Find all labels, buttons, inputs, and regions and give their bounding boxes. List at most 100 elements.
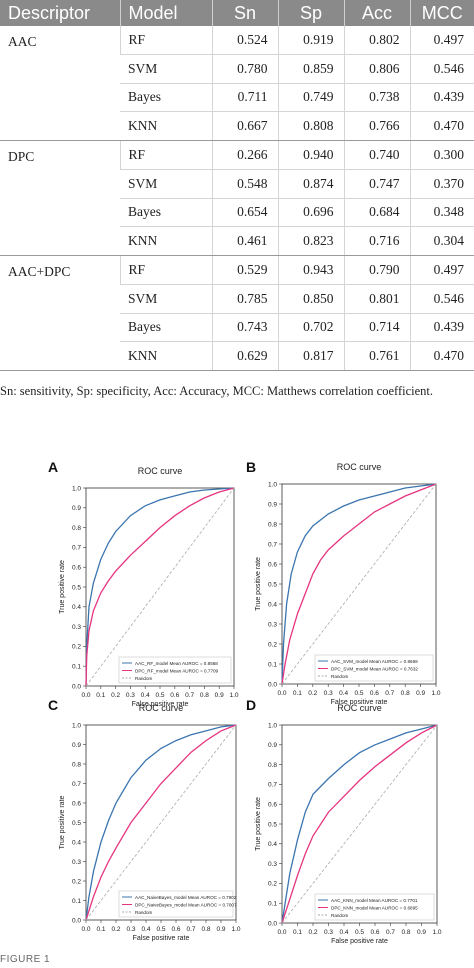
y-tick-label: 0.1 xyxy=(268,661,277,668)
header-model: Model xyxy=(119,0,212,26)
y-tick-label: 0.6 xyxy=(268,802,277,809)
sp-cell: 0.940 xyxy=(277,140,344,170)
x-tick-label: 0.8 xyxy=(201,926,210,933)
y-tick-label: 0.0 xyxy=(72,917,81,924)
mcc-cell: 0.546 xyxy=(409,284,474,314)
chart-title: ROC curve xyxy=(337,703,382,713)
sp-cell: 0.943 xyxy=(277,255,344,285)
model-cell: Bayes xyxy=(120,198,212,228)
mcc-cell: 0.546 xyxy=(409,54,474,84)
roc-curve-line xyxy=(85,487,235,687)
x-tick-label: 1.0 xyxy=(432,929,441,936)
chart-title: ROC curve xyxy=(337,462,382,472)
panel-label: C xyxy=(48,697,58,713)
sp-cell: 0.859 xyxy=(277,54,344,84)
y-tick-label: 0.0 xyxy=(268,920,277,927)
x-tick-label: 0.7 xyxy=(385,690,394,697)
y-tick-label: 0.4 xyxy=(268,601,277,608)
x-tick-label: 0.9 xyxy=(417,929,426,936)
x-tick-label: 0.8 xyxy=(401,929,410,936)
legend-entry: Random xyxy=(135,676,153,681)
model-cell: KNN xyxy=(120,111,212,141)
x-tick-label: 0.2 xyxy=(111,692,120,699)
y-tick-label: 0.5 xyxy=(268,581,277,588)
x-tick-label: 0.6 xyxy=(171,926,180,933)
table-footnote: Sn: sensitivity, Sp: specificity, Acc: A… xyxy=(0,384,434,398)
x-tick-label: 0.3 xyxy=(324,690,333,697)
x-tick-label: 0.2 xyxy=(308,929,317,936)
x-tick-label: 1.0 xyxy=(231,926,240,933)
table-row: KNN 0.667 0.808 0.766 0.470 xyxy=(0,111,474,141)
legend-entry: DPC_SVM_model Mean AUROC = 0.7632 xyxy=(331,666,418,671)
acc-cell: 0.716 xyxy=(343,226,410,256)
acc-cell: 0.761 xyxy=(343,341,410,371)
random-baseline xyxy=(85,724,237,921)
mcc-cell: 0.470 xyxy=(409,111,474,141)
y-tick-label: 0.4 xyxy=(72,604,81,611)
x-tick-label: 0.4 xyxy=(141,692,150,699)
legend-entry: DPC_NaiveBayes_model Mean AUROC = 0.7007 xyxy=(135,902,237,907)
roc-curve-line xyxy=(85,487,235,687)
legend-entry: DPC_RF_model Mean AUROC = 0.7709 xyxy=(135,668,219,673)
model-cell: SVM xyxy=(120,284,212,314)
acc-cell: 0.684 xyxy=(343,198,410,228)
x-tick-label: 0.7 xyxy=(185,692,194,699)
y-tick-label: 1.0 xyxy=(268,722,277,729)
acc-cell: 0.801 xyxy=(343,284,410,314)
roc-curve-line xyxy=(85,724,237,921)
mcc-cell: 0.497 xyxy=(409,26,474,55)
sn-cell: 0.780 xyxy=(211,54,278,84)
x-tick-label: 0.9 xyxy=(216,926,225,933)
x-tick-label: 0.2 xyxy=(111,926,120,933)
x-tick-label: 0.8 xyxy=(401,690,410,697)
panel-label: D xyxy=(246,697,256,713)
mcc-cell: 0.497 xyxy=(409,255,474,285)
roc-curve-line xyxy=(281,483,437,685)
y-tick-label: 0.2 xyxy=(72,878,81,885)
y-axis-label: True positive rate xyxy=(255,557,262,611)
acc-cell: 0.740 xyxy=(343,140,410,170)
legend-entry: DPC_KNN_model Mean AUROC = 0.6895 xyxy=(331,905,418,910)
acc-cell: 0.738 xyxy=(343,83,410,113)
panel-label: A xyxy=(48,459,58,475)
y-axis-label: True positive rate xyxy=(59,795,66,849)
table-row: SVM 0.785 0.850 0.801 0.546 xyxy=(0,284,474,314)
x-tick-label: 0.6 xyxy=(370,690,379,697)
table-row: Bayes 0.654 0.696 0.684 0.348 xyxy=(0,198,474,228)
y-tick-label: 0.7 xyxy=(72,781,81,788)
y-tick-label: 0.9 xyxy=(72,742,81,749)
sp-cell: 0.823 xyxy=(277,226,344,256)
x-tick-label: 0.6 xyxy=(170,692,179,699)
x-tick-label: 0.2 xyxy=(308,690,317,697)
y-tick-label: 0.1 xyxy=(72,898,81,905)
y-tick-label: 0.1 xyxy=(72,664,81,671)
model-cell: Bayes xyxy=(120,313,212,343)
model-cell: RF xyxy=(119,140,212,170)
x-tick-label: 0.1 xyxy=(293,690,302,697)
header-row: Descriptor Model Sn Sp Acc MCC xyxy=(0,0,474,26)
y-tick-label: 0.3 xyxy=(268,861,277,868)
descriptor-cell: DPC xyxy=(0,140,120,256)
sn-cell: 0.785 xyxy=(211,284,278,314)
mcc-cell: 0.470 xyxy=(409,341,474,371)
y-tick-label: 0.9 xyxy=(268,742,277,749)
sp-cell: 0.817 xyxy=(277,341,344,371)
table-row: KNN 0.629 0.817 0.761 0.470 xyxy=(0,341,474,371)
model-cell: RF xyxy=(119,26,212,55)
descriptor-cell: AAC+DPC xyxy=(0,255,120,371)
chart-title: ROC curve xyxy=(139,703,184,713)
y-tick-label: 0.9 xyxy=(268,501,277,508)
x-tick-label: 0.9 xyxy=(416,690,425,697)
sp-cell: 0.808 xyxy=(277,111,344,141)
legend-entry: Random xyxy=(331,674,349,679)
x-tick-label: 0.0 xyxy=(81,692,90,699)
y-tick-label: 0.5 xyxy=(268,821,277,828)
legend-entry: Random xyxy=(135,910,153,915)
x-tick-label: 0.7 xyxy=(386,929,395,936)
y-tick-label: 0.4 xyxy=(72,839,81,846)
y-tick-label: 0.0 xyxy=(72,683,81,690)
y-tick-label: 0.8 xyxy=(72,525,81,532)
mcc-cell: 0.300 xyxy=(409,140,474,170)
legend-entry: AAC_SVM_model Mean AUROC = 0.8669 xyxy=(331,659,418,664)
y-tick-label: 0.8 xyxy=(268,762,277,769)
